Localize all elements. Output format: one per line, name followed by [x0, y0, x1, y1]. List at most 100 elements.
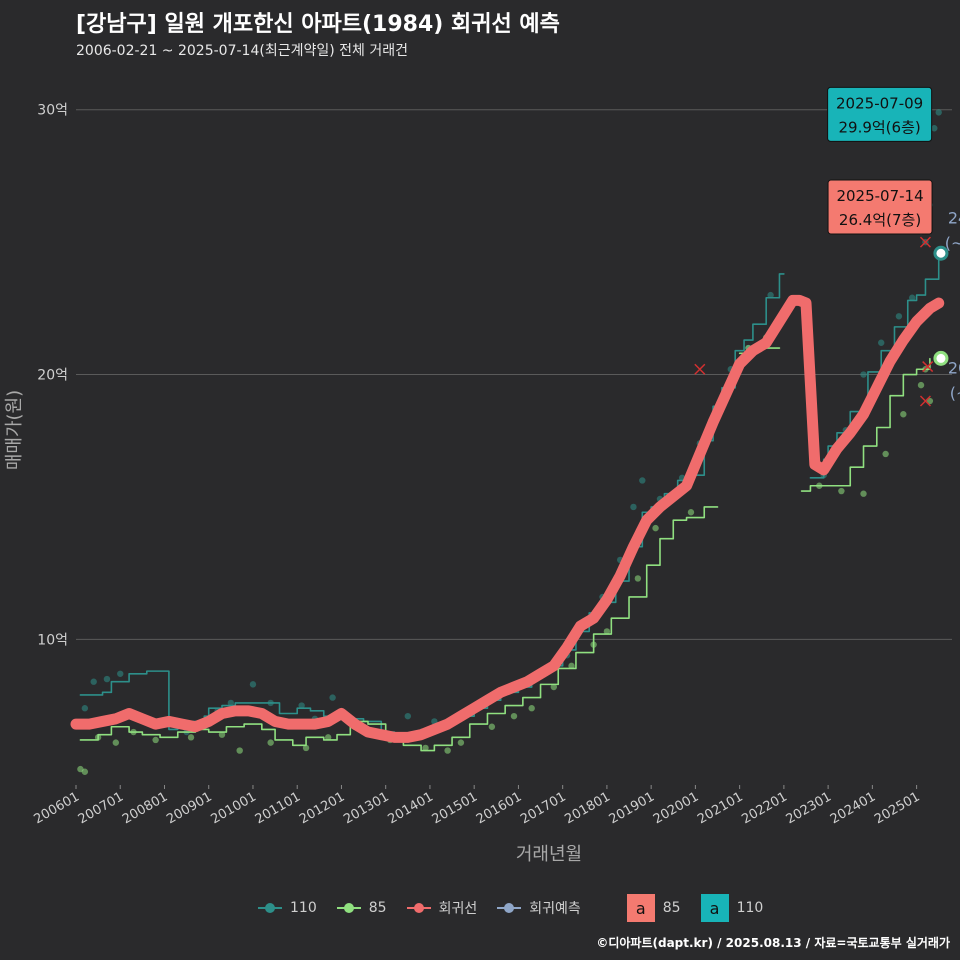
scatter-point [218, 731, 226, 738]
x-tick-label: 201501 [430, 789, 480, 827]
line-point-icon [406, 900, 431, 916]
x-tick-label: 202501 [872, 789, 922, 827]
line-point-icon [497, 900, 522, 916]
scatter-point [510, 712, 518, 720]
annotation-teal: 2025-07-09 29.9억(6층) [827, 86, 933, 142]
scatter-point [187, 734, 195, 741]
scatter-point [103, 675, 111, 683]
legend-item-regression[interactable]: 회귀선 [406, 898, 478, 918]
scatter-point [112, 739, 120, 746]
line-point-icon [258, 900, 282, 916]
scatter-point [917, 381, 925, 389]
scatter-point [528, 705, 535, 712]
x-tick-label: 201101 [253, 789, 303, 827]
scatter-point [302, 744, 310, 752]
scatter-point [908, 294, 916, 301]
scatter-point [860, 490, 867, 497]
scatter-point [444, 747, 451, 754]
annotation-red: 2025-07-14 26.4억(7층) [827, 179, 933, 235]
y-tick-label: 30억 [37, 103, 68, 119]
annotation-price: 26.4억(7층) [839, 211, 921, 229]
scatter-point [90, 678, 97, 685]
x-axis-title: 거래년월 [516, 844, 582, 865]
y-tick-label: 20억 [37, 368, 68, 384]
chart-title: [강남구] 일원 개포한신 아파트(1984) 회귀선 예측 [76, 12, 560, 37]
scatter-point [227, 699, 235, 707]
scatter-point [630, 503, 637, 511]
legend-label: 회귀예측 [529, 901, 581, 917]
x-tick-label: 202001 [651, 789, 701, 827]
x-tick-label: 202101 [695, 789, 745, 827]
x-tick-label: 201201 [297, 789, 347, 827]
forecast-value-label: 206,060 [948, 358, 960, 377]
scatter-point [652, 524, 659, 532]
scatter-point [329, 694, 336, 701]
annotation-box [827, 86, 933, 142]
legend-label: 85 [368, 900, 387, 916]
x-tick-label: 201801 [562, 789, 612, 827]
legend-label: 회귀선 [438, 901, 478, 917]
x-tick-label: 200601 [32, 789, 82, 827]
scatter-point [882, 450, 889, 458]
series-line-regression [70, 294, 945, 743]
x-tick-label: 201901 [607, 789, 657, 827]
scatter-point [900, 411, 907, 418]
legend-item-85[interactable]: 85 [336, 900, 387, 916]
scatter-point [687, 509, 695, 516]
scatter-point [550, 683, 558, 691]
x-tick-label: 201301 [341, 789, 391, 827]
annotation-date: 2025-07-09 [836, 94, 923, 112]
legend-label: 110 [736, 900, 764, 916]
legend-item-forecast[interactable]: 회귀예측 [497, 898, 581, 918]
legend-box-85[interactable]: a 85 [626, 894, 681, 922]
scatter-point [895, 313, 903, 320]
scatter-point [926, 397, 934, 405]
x-tick-label: 200901 [164, 789, 214, 827]
line-point-icon [336, 900, 361, 916]
scatter-point [568, 662, 575, 670]
x-tick-label: 202201 [739, 789, 789, 827]
legend-label: 85 [662, 900, 681, 916]
scatter-point [117, 670, 124, 677]
x-tick-label: 201001 [208, 789, 258, 827]
scatter-point [422, 744, 429, 752]
x-tick-label: 200801 [120, 789, 170, 827]
legend-label: 110 [290, 900, 317, 916]
x-tick-label: 200701 [76, 789, 126, 827]
legend-box-110[interactable]: a 110 [700, 894, 764, 922]
scatter-point [324, 734, 332, 741]
scatter-point [935, 109, 942, 116]
scatter-point [634, 575, 642, 582]
x-tick-label: 201601 [474, 789, 524, 827]
forecast-area-label: (~85㎡) [950, 383, 960, 402]
x-tick-label: 201701 [518, 789, 568, 827]
forecast-point-85 [933, 350, 949, 366]
scatter-point [249, 681, 257, 688]
forecast-value-label: 245,812 [948, 208, 960, 227]
cross-marker [919, 236, 931, 248]
x-tick-label: 201401 [385, 789, 435, 827]
forecast-point-110 [933, 245, 949, 261]
scatter-85 [77, 334, 934, 775]
legend-item-110[interactable]: 110 [258, 900, 317, 916]
scatter-point [81, 705, 89, 712]
scatter-point [298, 702, 305, 709]
legend: 110 85 회귀선 회귀예측 a 85 a 110 [258, 894, 783, 922]
x-tick-label: 202301 [784, 789, 834, 827]
scatter-point [639, 477, 646, 484]
y-tick-label: 10억 [37, 632, 68, 648]
x-tick-label: 202401 [828, 789, 878, 827]
annotation-date: 2025-07-14 [836, 187, 923, 205]
source-caption: ©디아파트(dapt.kr) / 2025.08.13 / 자료=국토교통부 실… [596, 936, 950, 950]
chart-subtitle: 2006-02-21 ~ 2025-07-14(최근계약일) 전체 거래건 [76, 43, 408, 59]
scatter-point [931, 125, 938, 132]
forecast-area-label: (~110㎡) [945, 233, 960, 252]
scatter-point [267, 739, 274, 746]
cross-marker [922, 361, 934, 373]
annotation-price: 29.9억(6층) [838, 118, 920, 136]
scatter-point [236, 747, 243, 754]
cross-marker [694, 363, 706, 375]
scatter-point [81, 768, 89, 775]
y-axis-title: 매매가(원) [4, 390, 25, 470]
